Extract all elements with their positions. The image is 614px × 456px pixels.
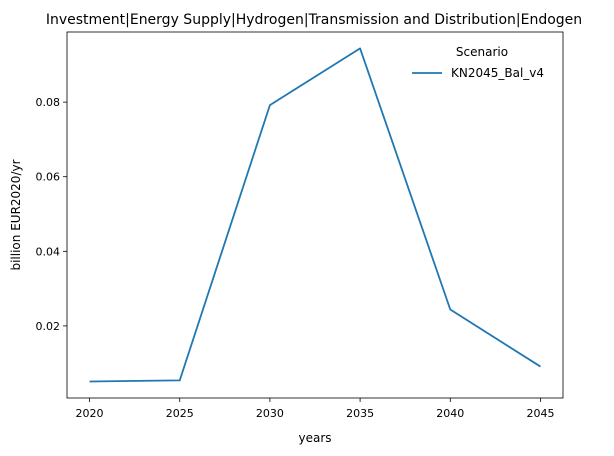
series-group (89, 47, 541, 383)
series-line (89, 47, 541, 383)
x-axis-label: years (298, 431, 331, 445)
x-tick-label: 2025 (166, 407, 194, 420)
x-axis: 2020 2025 2030 2035 2040 2045 (76, 398, 554, 420)
y-tick-label: 0.02 (36, 320, 61, 333)
legend-title: Scenario (456, 45, 508, 59)
legend: Scenario KN2045_Bal_v4 (412, 45, 544, 80)
x-tick-label: 2045 (526, 407, 554, 420)
chart-title: Investment|Energy Supply|Hydrogen|Transm… (46, 12, 582, 28)
y-axis: 0.02 0.04 0.06 0.08 (36, 96, 67, 333)
x-tick-label: 2030 (256, 407, 284, 420)
x-tick-label: 2040 (436, 407, 464, 420)
y-axis-label: billion EUR2020/yr (9, 159, 23, 270)
x-tick-label: 2020 (76, 407, 104, 420)
y-tick-label: 0.08 (36, 96, 61, 109)
plot-area-frame (66, 31, 564, 399)
y-tick-label: 0.04 (36, 245, 61, 258)
x-tick-label: 2035 (346, 407, 374, 420)
legend-entry: KN2045_Bal_v4 (451, 66, 544, 80)
y-tick-label: 0.06 (36, 171, 61, 184)
